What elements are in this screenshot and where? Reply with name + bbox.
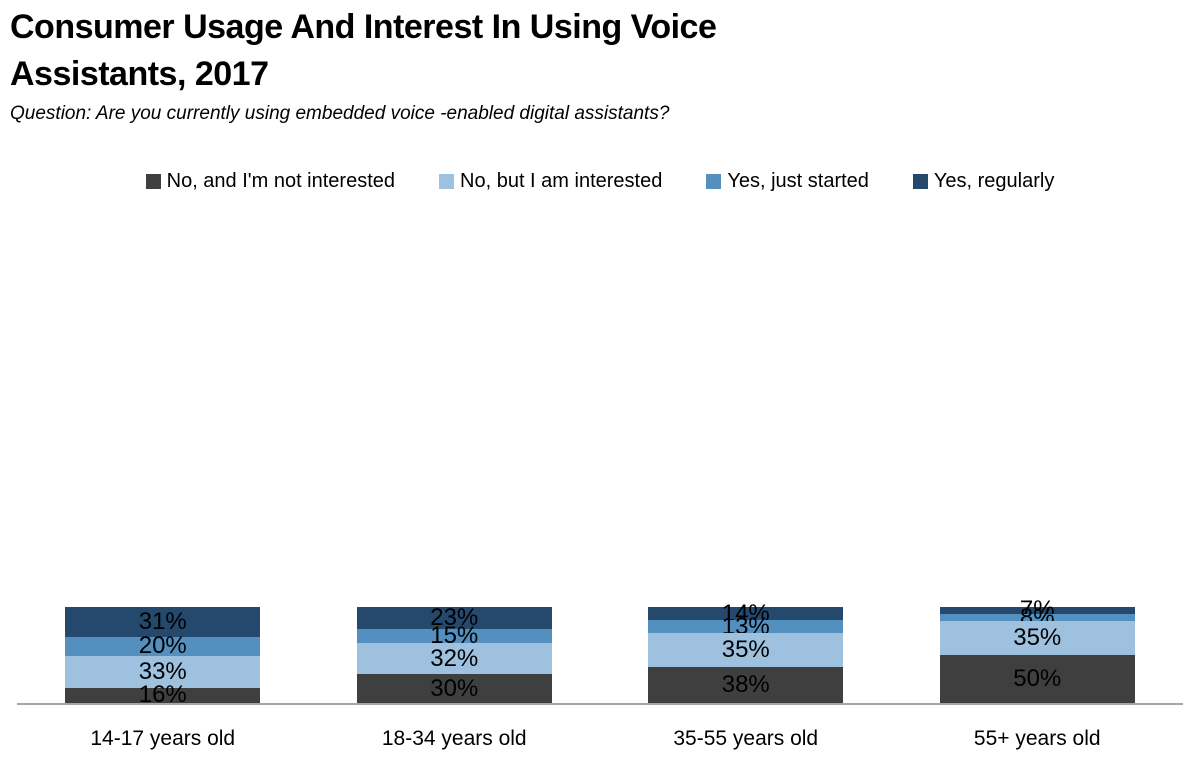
bar-segment: 15% [356, 624, 552, 648]
plot-area: 31% 20% 33% 16% 23% 15% 32% 30% 14% 13% 35% 38% 7% 8%… [17, 255, 1184, 707]
chart-legend: No, and I'm not interested No, but I am i… [0, 170, 1200, 193]
bar-segment: 38% [648, 666, 844, 703]
legend-swatch-icon [145, 174, 161, 189]
bar-stack: 14% 13% 35% 38% [648, 601, 844, 703]
bar-value-label: 33% [138, 657, 187, 685]
legend-label: No, but I am interested [460, 170, 663, 192]
category-label: 14-17 years old [90, 727, 236, 750]
bar-value-label: 20% [138, 632, 187, 660]
legend-swatch-icon [912, 174, 928, 189]
bar-value-label: 31% [138, 607, 187, 635]
bar-column: 14% 13% 35% 38% [600, 255, 892, 703]
bar-column: 23% 15% 32% 30% [309, 255, 601, 703]
bar-segment: 13% [648, 614, 844, 638]
bar-segment: 23% [356, 604, 552, 632]
bar-column: 31% 20% 33% 16% [17, 255, 309, 707]
bar-stack: 31% 20% 33% 16% [65, 607, 261, 707]
bar-segment: 16% [65, 683, 261, 707]
bar-stack: 7% 8% 35% 50% [939, 598, 1135, 703]
bar-value-label: 23% [430, 604, 479, 632]
chart-title: Consumer Usage And Interest In Using Voi… [10, 4, 717, 98]
category-label: 55+ years old [973, 727, 1101, 750]
chart-title-line1: Consumer Usage And Interest In Using Voi… [10, 8, 717, 46]
chart-title-line2: Assistants, 2017 [10, 55, 269, 93]
bar-value-label: 16% [138, 681, 187, 709]
bar-segment: 35% [648, 632, 844, 667]
legend-label: Yes, just started [727, 170, 869, 192]
legend-label: Yes, regularly [933, 170, 1055, 192]
bar-stack: 23% 15% 32% 30% [356, 604, 552, 703]
category-label: 18-34 years old [381, 727, 527, 750]
bar-value-label: 50% [1013, 665, 1062, 692]
bar-segment: 33% [65, 655, 261, 688]
bar-segment: 32% [356, 643, 552, 675]
bar-column: 7% 8% 35% 50% [892, 255, 1184, 703]
legend-item: No, but I am interested [439, 170, 662, 193]
bar-value-label: 32% [430, 644, 479, 672]
bar-segment: 30% [356, 674, 552, 703]
legend-label: No, and I'm not interested [166, 170, 396, 192]
legend-item: Yes, regularly [912, 170, 1055, 193]
chart-subtitle: Question: Are you currently using embedd… [10, 103, 670, 124]
legend-item: No, and I'm not interested [145, 170, 396, 193]
legend-swatch-icon [706, 174, 722, 189]
bar-value-label: 35% [721, 635, 770, 663]
category-label: 35-55 years old [673, 727, 819, 750]
bar-segment: 20% [65, 632, 261, 660]
x-axis-labels: 14-17 years old 18-34 years old 35-55 year… [17, 727, 1183, 751]
bar-segment: 8% [939, 605, 1135, 629]
bar-segment: 35% [939, 621, 1135, 655]
bar-value-label: 30% [430, 674, 479, 702]
bar-value-label: 35% [1013, 624, 1062, 652]
legend-swatch-icon [439, 174, 455, 189]
bar-segment: 31% [65, 607, 261, 637]
legend-item: Yes, just started [706, 170, 869, 193]
bar-value-label: 38% [721, 670, 770, 698]
bar-segment: 50% [939, 655, 1135, 703]
